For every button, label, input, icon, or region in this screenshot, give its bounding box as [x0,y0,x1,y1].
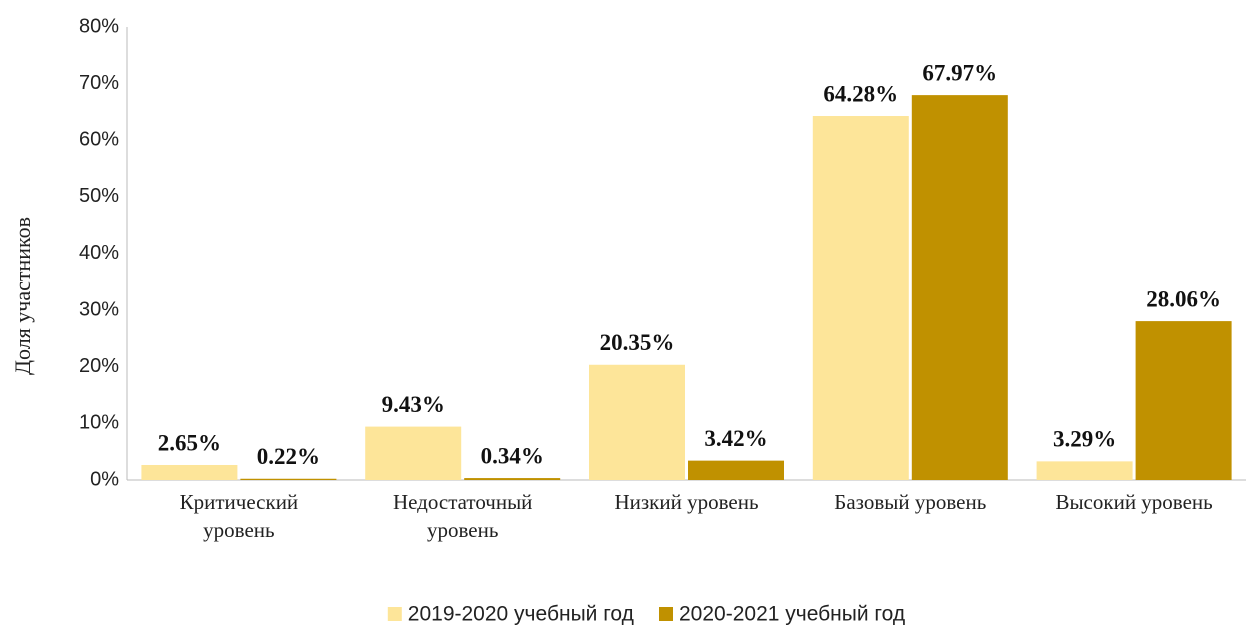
x-tick-label: Критический уровень [180,490,299,542]
bar [1036,461,1133,480]
value-label: 0.22% [257,444,320,469]
y-tick-label: 60% [79,129,119,151]
value-label: 64.28% [823,81,898,106]
x-tick-label: Низкий уровень [614,490,758,514]
x-tick-label-line: уровень [427,518,498,542]
bar [240,478,337,480]
value-label: 3.29% [1053,427,1116,452]
bar [688,460,784,480]
x-tick-label: Высокий уровень [1055,490,1212,514]
bar [589,364,685,480]
value-label: 2.65% [158,430,221,455]
legend: 2019-2020 учебный год 2020-2021 учебный г… [387,603,905,626]
y-tick-label: 20% [79,355,119,377]
bar [1135,321,1232,480]
y-tick-label: 50% [79,185,119,207]
value-label: 3.42% [704,426,767,451]
y-tick-label: 10% [79,412,119,434]
x-tick-label-line: Недостаточный [393,490,532,514]
y-axis-label: Доля участников [10,217,35,375]
bar [812,116,909,481]
legend-swatch [387,607,402,621]
value-label: 28.06% [1146,286,1221,311]
x-tick-label: Базовый уровень [834,490,986,514]
y-tick-label: 0% [90,468,119,490]
bar [464,478,561,480]
x-tick-label-line: уровень [203,518,274,542]
legend-label: 2020-2021 учебный год [679,603,905,626]
x-tick-label: Недостаточный уровень [393,490,532,542]
bar [911,95,1008,480]
value-label: 9.43% [382,392,445,417]
y-tick-label: 40% [79,242,119,264]
y-tick-label: 70% [79,72,119,94]
legend-label: 2019-2020 учебный год [408,603,634,626]
bar [141,464,238,480]
value-label: 67.97% [922,60,997,85]
y-tick-label: 80% [79,15,119,37]
bar [365,426,462,480]
legend-swatch [659,607,673,621]
x-tick-label-line: Критический [180,490,299,514]
y-tick-label: 30% [79,298,119,320]
value-label: 0.34% [481,443,544,468]
value-label: 20.35% [600,330,675,355]
